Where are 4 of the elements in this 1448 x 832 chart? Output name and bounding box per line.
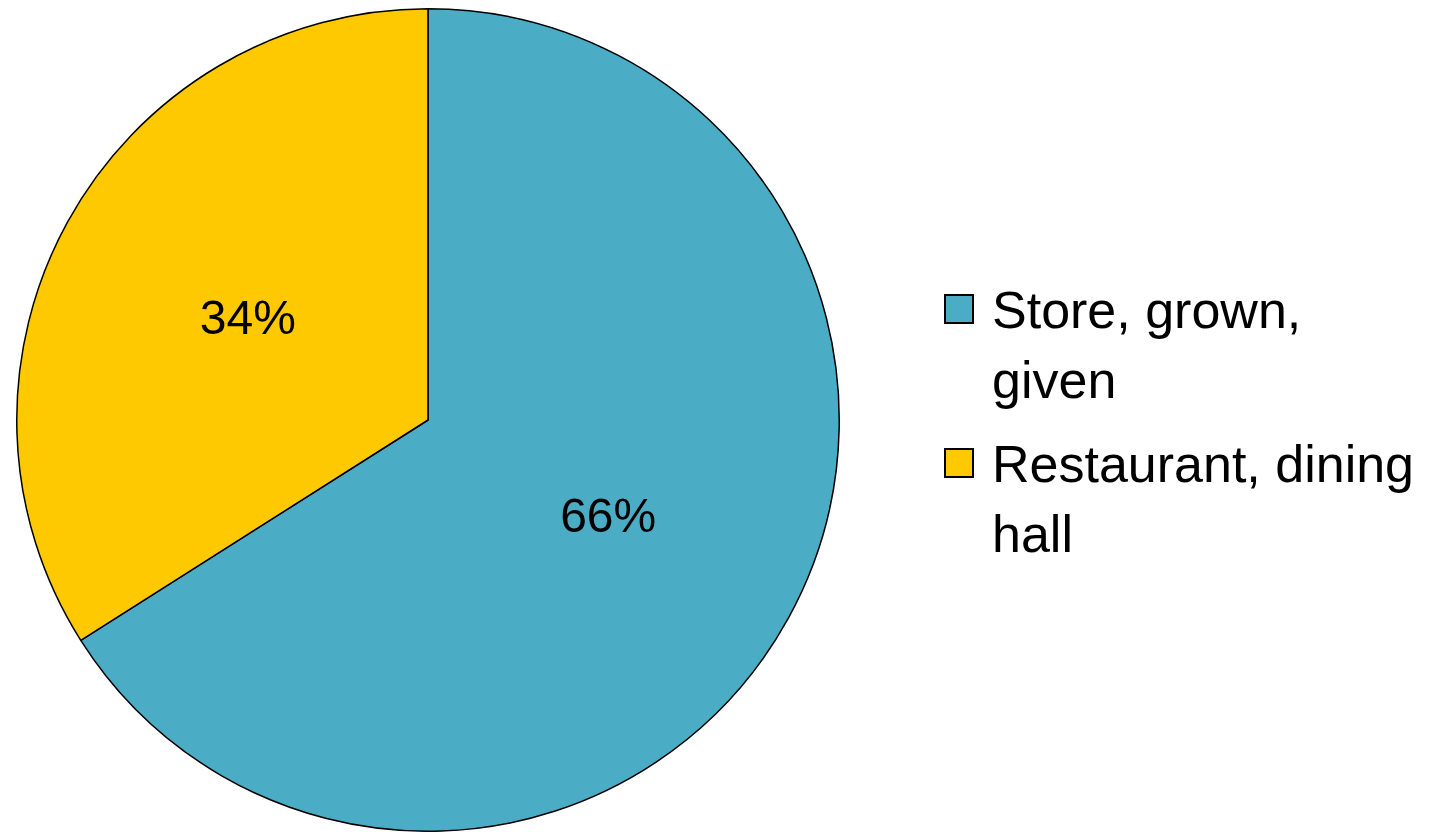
data-label: 34% (199, 291, 296, 345)
legend-label: Store, grown, given (992, 280, 1303, 411)
data-label: 66% (560, 489, 657, 543)
legend-label: Restaurant, dining hall (992, 434, 1416, 565)
